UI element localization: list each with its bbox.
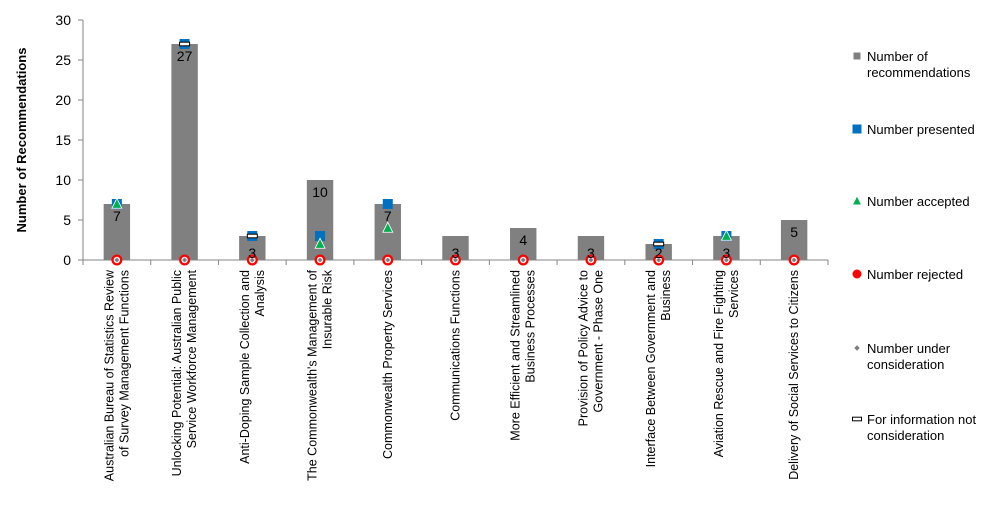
data-label: 2	[655, 245, 663, 261]
category-label: More Efficient and Streamlined	[509, 270, 523, 441]
y-tick-label: 5	[63, 212, 71, 228]
category-label: Business Processes	[524, 270, 538, 383]
bar	[645, 244, 672, 260]
legend-label: consideration	[867, 357, 944, 372]
category-label: Analysis	[253, 270, 267, 317]
marker-triangle	[314, 237, 326, 249]
category-label: Business	[659, 270, 673, 321]
category-label: Interface Between Government and	[644, 270, 658, 467]
bar	[780, 220, 808, 260]
legend-swatch-dash	[852, 416, 862, 422]
y-tick-label: 25	[55, 52, 71, 68]
legend-swatch-bar	[853, 52, 861, 60]
data-label: 5	[790, 224, 798, 240]
legend-swatch-triangle	[851, 194, 863, 206]
marker-diamond	[520, 257, 526, 263]
data-label: 4	[519, 232, 527, 248]
legend-swatch-diamond	[854, 345, 860, 351]
category-label: Australian Bureau of Statistics Review	[102, 269, 116, 481]
legend-label: Number presented	[867, 122, 975, 137]
marker-diamond	[791, 257, 797, 263]
legend-label: Number of	[867, 49, 928, 64]
category-label: of Survey Management Functions	[117, 270, 131, 457]
marker-square	[315, 231, 326, 241]
marker-diamond	[588, 257, 594, 263]
marker-diamond	[453, 257, 458, 263]
marker-triangle	[720, 229, 733, 241]
category-label: Provision of Policy Advice to	[576, 270, 590, 426]
marker-diamond	[114, 257, 120, 263]
data-label: 10	[312, 184, 328, 200]
category-label: Aviation Rescue and Fire Fighting	[712, 270, 726, 457]
category-label: Anti-Doping Sample Collection and	[238, 270, 252, 464]
marker-diamond	[182, 257, 188, 263]
legend-swatch-square	[852, 124, 862, 134]
marker-triangle	[111, 197, 123, 209]
marker-diamond	[656, 257, 662, 263]
category-label: The Commonwealth's Management of	[306, 269, 320, 480]
category-label: Government - Phase One	[591, 270, 605, 412]
legend-label: consideration	[867, 428, 944, 443]
y-tick-label: 0	[63, 252, 71, 268]
y-tick-label: 10	[55, 172, 71, 188]
y-tick-label: 30	[55, 12, 71, 28]
bar	[103, 204, 131, 260]
legend-label: Number under	[867, 341, 951, 356]
marker-diamond	[249, 257, 255, 263]
category-label: Services	[727, 270, 741, 318]
legend-label: For information not	[867, 412, 976, 427]
data-label: 7	[113, 208, 121, 224]
data-label: 3	[248, 245, 256, 261]
legend-swatch-circle	[852, 269, 862, 279]
marker-triangle	[382, 221, 394, 233]
marker-diamond	[723, 257, 729, 263]
legend-label: recommendations	[867, 65, 971, 80]
data-label: 3	[587, 245, 595, 261]
data-label: 7	[384, 208, 392, 224]
marker-dash	[653, 241, 665, 247]
y-tick-label: 15	[55, 132, 71, 148]
category-label: Unlocking Potential: Australian Public	[170, 270, 184, 476]
marker-dash	[246, 233, 258, 239]
marker-square	[382, 199, 393, 209]
marker-dash	[179, 41, 191, 47]
y-axis-title: Number of Recommendations	[14, 48, 29, 233]
legend-label: Number rejected	[867, 267, 963, 282]
category-label: Delivery of Social Services to Citizens	[787, 270, 801, 480]
bar	[171, 44, 198, 260]
marker-diamond	[385, 257, 391, 263]
data-label: 3	[452, 245, 460, 261]
y-tick-label: 20	[55, 92, 71, 108]
data-label: 27	[177, 48, 193, 64]
data-label: 3	[723, 245, 731, 261]
category-label: Commonwealth Property Services	[381, 270, 395, 459]
category-label: Insurable Risk	[321, 269, 335, 349]
marker-diamond	[317, 257, 323, 263]
category-label: Communications Functions	[449, 270, 463, 421]
legend-label: Number accepted	[867, 194, 970, 209]
category-label: Service Workforce Management	[185, 269, 199, 448]
